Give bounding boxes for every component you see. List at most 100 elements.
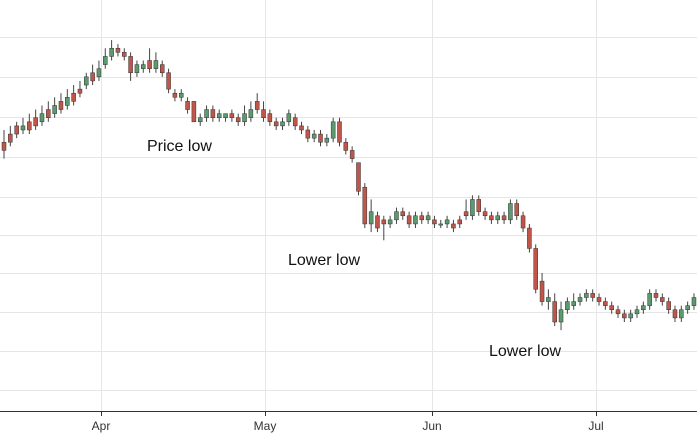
candle-body-up xyxy=(444,219,450,225)
candle xyxy=(185,97,190,114)
candle xyxy=(46,101,51,122)
candle xyxy=(558,301,564,331)
candle xyxy=(330,117,336,143)
candle xyxy=(122,48,127,61)
candle-body-down xyxy=(261,109,266,118)
candle xyxy=(216,109,222,122)
candle xyxy=(128,52,133,81)
candle-body-down xyxy=(615,309,621,315)
candle xyxy=(280,117,285,130)
candle-body-up xyxy=(470,199,475,217)
candle-body-up xyxy=(311,133,317,139)
candle xyxy=(584,289,589,302)
candle-body-up xyxy=(197,117,203,123)
candle xyxy=(394,207,399,224)
candle xyxy=(387,215,393,229)
candle xyxy=(172,89,178,102)
candle-body-down xyxy=(71,92,76,102)
candle xyxy=(501,211,507,224)
candle xyxy=(324,134,330,147)
candle-body-down xyxy=(482,211,488,217)
candle-body-up xyxy=(394,211,399,221)
candle-body-up xyxy=(216,113,222,118)
candle-body-up xyxy=(508,203,513,221)
candle-body-down xyxy=(115,48,121,53)
annotation-lower-low-2: Lower low xyxy=(489,343,561,360)
candle-body-up xyxy=(39,113,45,123)
candle xyxy=(489,211,494,224)
annotation-price-low: Price low xyxy=(147,138,212,155)
candle xyxy=(71,85,76,106)
candle xyxy=(292,113,298,130)
candle xyxy=(463,199,469,220)
candle xyxy=(65,89,70,110)
candle-body-down xyxy=(419,215,425,221)
candle-body-down xyxy=(210,109,216,118)
candle xyxy=(191,101,197,123)
candle xyxy=(660,293,665,306)
x-tick-label-jul: Jul xyxy=(588,419,603,433)
candle xyxy=(305,125,311,143)
candle xyxy=(96,60,102,81)
candle xyxy=(533,244,538,294)
candle-body-down xyxy=(489,215,494,221)
candle xyxy=(178,89,184,102)
candle-body-down xyxy=(622,313,627,319)
candle xyxy=(546,289,551,310)
candle-body-down xyxy=(229,113,235,118)
candle xyxy=(254,93,260,114)
candle xyxy=(337,117,342,147)
candle-body-down xyxy=(33,117,38,127)
candle xyxy=(141,60,146,73)
x-tick-label-apr: Apr xyxy=(92,419,111,433)
candle-body-up xyxy=(634,309,640,315)
candle-body-down xyxy=(539,280,545,302)
candle-body-down xyxy=(552,301,557,323)
candle xyxy=(406,211,412,229)
candle-body-up xyxy=(413,215,418,225)
candle xyxy=(476,195,481,216)
candle-body-up xyxy=(20,125,26,131)
candle-body-up xyxy=(103,56,108,65)
candle-body-up xyxy=(679,309,684,319)
candle xyxy=(20,117,26,135)
candle-body-up xyxy=(141,64,146,69)
candle xyxy=(577,293,583,306)
candle xyxy=(400,207,406,220)
candle-body-up xyxy=(248,109,254,118)
candle-body-down xyxy=(191,101,197,123)
candle xyxy=(679,305,684,322)
candle-body-down xyxy=(27,121,32,131)
candle-body-up xyxy=(324,137,330,143)
candle-body-down xyxy=(520,215,526,229)
candle-body-up xyxy=(286,113,292,123)
candle xyxy=(318,129,323,147)
grid xyxy=(0,0,697,411)
candle xyxy=(261,101,266,122)
candle xyxy=(482,207,488,220)
candle xyxy=(115,44,121,57)
candle-body-down xyxy=(1,141,7,151)
candle xyxy=(1,129,7,159)
candle-body-up xyxy=(628,313,633,319)
candle-body-down xyxy=(46,109,51,118)
candle xyxy=(628,309,633,322)
candle-body-up xyxy=(65,97,70,106)
candle-body-down xyxy=(273,121,279,127)
candle xyxy=(527,223,532,253)
candle-body-up xyxy=(546,297,551,302)
candle xyxy=(495,211,500,224)
candle-body-down xyxy=(603,301,608,306)
candle xyxy=(134,60,140,77)
candle-body-up xyxy=(280,121,285,127)
candle xyxy=(103,48,108,69)
candle xyxy=(166,68,171,94)
candle xyxy=(286,109,292,126)
candle xyxy=(39,105,45,126)
candle xyxy=(622,309,627,322)
candle-body-down xyxy=(362,186,368,225)
candle-body-up xyxy=(84,76,89,86)
candle-body-down xyxy=(666,301,671,310)
candle xyxy=(356,162,361,196)
candle-body-down xyxy=(457,219,463,225)
